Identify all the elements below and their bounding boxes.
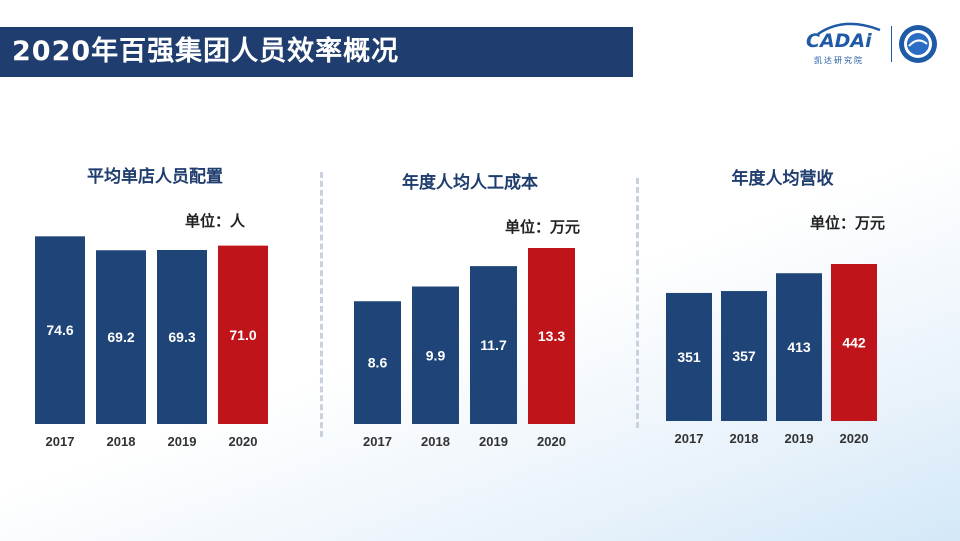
bar-value-label: 351 xyxy=(677,349,701,365)
bar-value-label: 69.3 xyxy=(168,329,195,345)
bar-value-label: 13.3 xyxy=(538,328,565,344)
bar-2019 xyxy=(157,250,207,424)
bar-2018 xyxy=(721,291,767,421)
chart-revenue-per-person: 年度人均营收 单位：万元 351 2017 357 2018 413 2019 442 202… xyxy=(660,162,905,462)
chart-divider xyxy=(636,178,639,428)
bar-value-label: 71.0 xyxy=(229,327,256,343)
bar-chart-svg: 8.6 2017 9.9 2018 11.7 2019 13.3 2020 xyxy=(354,248,575,449)
x-tick-label: 2019 xyxy=(785,431,814,446)
bar-value-label: 69.2 xyxy=(107,329,134,345)
logo-brand-text: CADAi xyxy=(806,30,872,52)
bar-2019 xyxy=(776,273,822,421)
bar-value-label: 8.6 xyxy=(368,355,388,371)
chart-unit: 单位：万元 xyxy=(810,214,886,232)
cadai-logo: CADAi 凯达研究院 xyxy=(806,20,946,70)
x-tick-label: 2019 xyxy=(168,434,197,449)
logo-sub-text: 凯达研究院 xyxy=(814,56,864,65)
bar-2017 xyxy=(354,301,401,424)
bar-2018 xyxy=(96,250,146,424)
chart-unit: 单位：万元 xyxy=(505,218,581,236)
chart-title: 年度人均营收 xyxy=(731,169,834,189)
x-tick-label: 2017 xyxy=(675,431,704,446)
bar-value-label: 413 xyxy=(787,339,811,355)
bar-value-label: 9.9 xyxy=(426,347,446,363)
bar-2020 xyxy=(831,264,877,421)
chart-title: 平均单店人员配置 xyxy=(87,167,223,187)
bar-2018 xyxy=(412,286,459,424)
bar-2020 xyxy=(218,245,268,424)
logo-arc-icon xyxy=(817,22,881,36)
bar-2017 xyxy=(666,292,712,421)
x-tick-label: 2019 xyxy=(479,434,508,449)
x-tick-label: 2018 xyxy=(421,434,450,449)
x-tick-label: 2020 xyxy=(840,431,869,446)
x-tick-label: 2018 xyxy=(107,434,136,449)
bar-2017 xyxy=(35,236,85,424)
chart-divider xyxy=(320,172,323,437)
chart-unit: 单位：人 xyxy=(185,212,246,230)
seal-icon xyxy=(899,25,937,63)
chart-labor-cost: 年度人均人工成本 单位：万元 8.6 2017 9.9 2018 11.7 2019 13.… xyxy=(345,166,595,466)
logo-divider xyxy=(891,26,892,62)
page-title: 2020年百强集团人员效率概况 xyxy=(0,27,633,77)
x-tick-label: 2020 xyxy=(229,434,258,449)
bar-2019 xyxy=(470,266,517,424)
x-tick-label: 2017 xyxy=(363,434,392,449)
chart-staff-per-store: 平均单店人员配置 单位：人 74.6 2017 69.2 2018 69.3 2019 71… xyxy=(30,160,280,460)
bar-2020 xyxy=(528,248,575,424)
x-tick-label: 2017 xyxy=(46,434,75,449)
x-tick-label: 2018 xyxy=(730,431,759,446)
chart-title: 年度人均人工成本 xyxy=(402,173,538,193)
bar-chart-svg: 74.6 2017 69.2 2018 69.3 2019 71.0 2020 xyxy=(35,236,268,449)
bar-value-label: 11.7 xyxy=(480,337,507,353)
bar-value-label: 442 xyxy=(842,335,866,351)
bar-value-label: 74.6 xyxy=(46,322,73,338)
x-tick-label: 2020 xyxy=(537,434,566,449)
bar-value-label: 357 xyxy=(732,348,756,364)
bar-chart-svg: 351 2017 357 2018 413 2019 442 2020 xyxy=(666,264,877,446)
